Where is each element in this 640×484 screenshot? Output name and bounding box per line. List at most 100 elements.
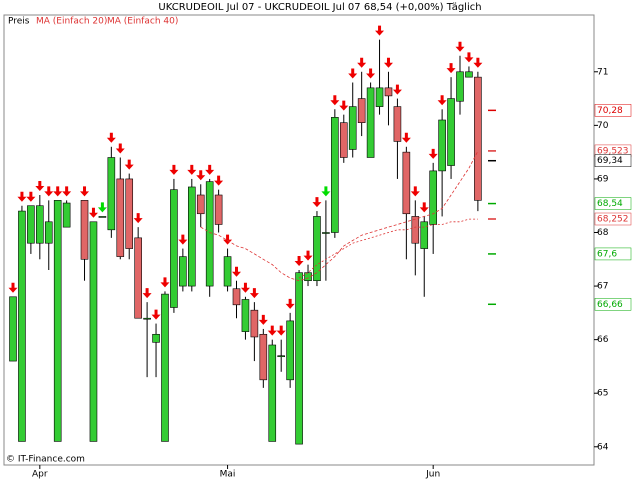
footer: © IT-Finance.com	[6, 455, 85, 465]
ma-line	[298, 218, 478, 279]
candle-body	[313, 216, 321, 282]
price-label: 67,6	[597, 249, 617, 259]
candle-body	[393, 106, 402, 142]
candle-body	[456, 71, 464, 102]
candle-body	[161, 293, 169, 442]
candle-body	[420, 221, 429, 249]
signal-arrow	[106, 132, 116, 143]
signal-arrow	[401, 132, 411, 143]
candle-body	[80, 200, 89, 260]
candle-body	[152, 333, 160, 343]
signal-arrow	[187, 164, 197, 175]
signal-arrow	[169, 164, 179, 175]
candle-body	[447, 98, 455, 166]
signal-arrow	[339, 100, 349, 111]
signal-arrow	[473, 57, 483, 68]
y-tick-label: 71	[597, 67, 608, 77]
candle-body	[331, 117, 339, 233]
price-box	[594, 197, 632, 210]
candle-body	[179, 256, 187, 287]
legend-entry: MA (Einfach 40)	[107, 17, 178, 27]
candle-body	[44, 221, 53, 244]
signal-arrow	[446, 63, 456, 74]
candle-body	[304, 272, 312, 282]
x-tick-label: Mai	[220, 470, 236, 480]
signal-arrow	[142, 288, 152, 299]
signal-arrow	[285, 298, 295, 309]
candle-body	[232, 288, 241, 306]
signal-arrow	[437, 95, 447, 106]
price-label: 69,34	[597, 156, 623, 166]
candle-body	[402, 151, 411, 215]
signal-arrow	[26, 191, 36, 202]
signal-arrow	[115, 143, 125, 154]
y-tick-label: 66	[597, 335, 609, 345]
signal-arrow	[214, 175, 224, 186]
candle-body	[295, 272, 303, 445]
price-label: 70,28	[597, 106, 623, 116]
candle-body	[18, 210, 26, 442]
candle-body	[188, 186, 196, 287]
signal-arrow	[258, 314, 268, 325]
y-tick-label: 70	[597, 121, 609, 131]
signal-arrow	[151, 309, 161, 320]
candle-body	[170, 189, 178, 308]
candle-body	[322, 232, 330, 234]
signal-arrow	[303, 250, 313, 261]
signal-arrow	[267, 325, 277, 336]
price-label: 68,54	[597, 199, 623, 209]
candle-body	[116, 178, 125, 257]
candle-body	[438, 119, 446, 172]
candle-body	[250, 309, 259, 338]
signal-arrow	[178, 234, 188, 245]
signal-arrow	[428, 148, 438, 159]
price-box	[594, 212, 632, 226]
candle-body	[375, 87, 384, 107]
y-tick-label: 69	[597, 174, 609, 184]
legend-entry: Preis	[8, 17, 30, 27]
candle-body	[89, 221, 98, 442]
x-tick-label: Jun	[425, 470, 440, 480]
signal-arrow	[383, 57, 393, 68]
signal-arrow	[294, 256, 304, 266]
candle-body	[9, 296, 17, 362]
signal-arrow	[249, 288, 259, 299]
plot-frame	[3, 14, 595, 466]
y-tick-label: 67	[597, 282, 608, 292]
candle-body	[286, 320, 294, 381]
candle-body	[411, 216, 420, 244]
candle-body	[474, 76, 482, 201]
signal-arrow	[97, 202, 107, 213]
price-box	[594, 298, 632, 311]
price-label: 69,523	[597, 146, 629, 156]
candle-body	[241, 299, 250, 332]
candle-body	[107, 157, 116, 231]
signal-arrow	[88, 207, 98, 218]
price-box	[594, 247, 632, 261]
candle-body	[259, 333, 268, 381]
signal-arrow	[62, 186, 72, 197]
signal-arrow	[232, 266, 241, 277]
signal-arrow	[366, 68, 376, 79]
y-tick-label: 68	[597, 228, 609, 238]
y-tick-label: 64	[597, 442, 609, 452]
candle-body	[53, 200, 62, 442]
signal-arrow	[80, 186, 90, 197]
candle-body	[214, 194, 223, 225]
candle-body	[196, 194, 205, 215]
signal-arrow	[44, 186, 54, 197]
signal-arrow	[35, 181, 45, 191]
legend-entry: MA (Einfach 20)	[36, 17, 107, 27]
signal-arrow	[53, 186, 63, 197]
y-tick-label: 65	[597, 389, 608, 399]
candle-body	[357, 98, 366, 123]
candle-body	[268, 344, 277, 442]
signal-arrow	[160, 277, 170, 288]
candle-body	[143, 317, 151, 320]
signal-arrow	[348, 68, 358, 79]
candle-body	[223, 256, 232, 287]
candle-body	[36, 205, 44, 244]
signal-arrow	[330, 95, 340, 106]
signal-arrow	[392, 84, 402, 95]
signal-arrow	[8, 282, 18, 293]
